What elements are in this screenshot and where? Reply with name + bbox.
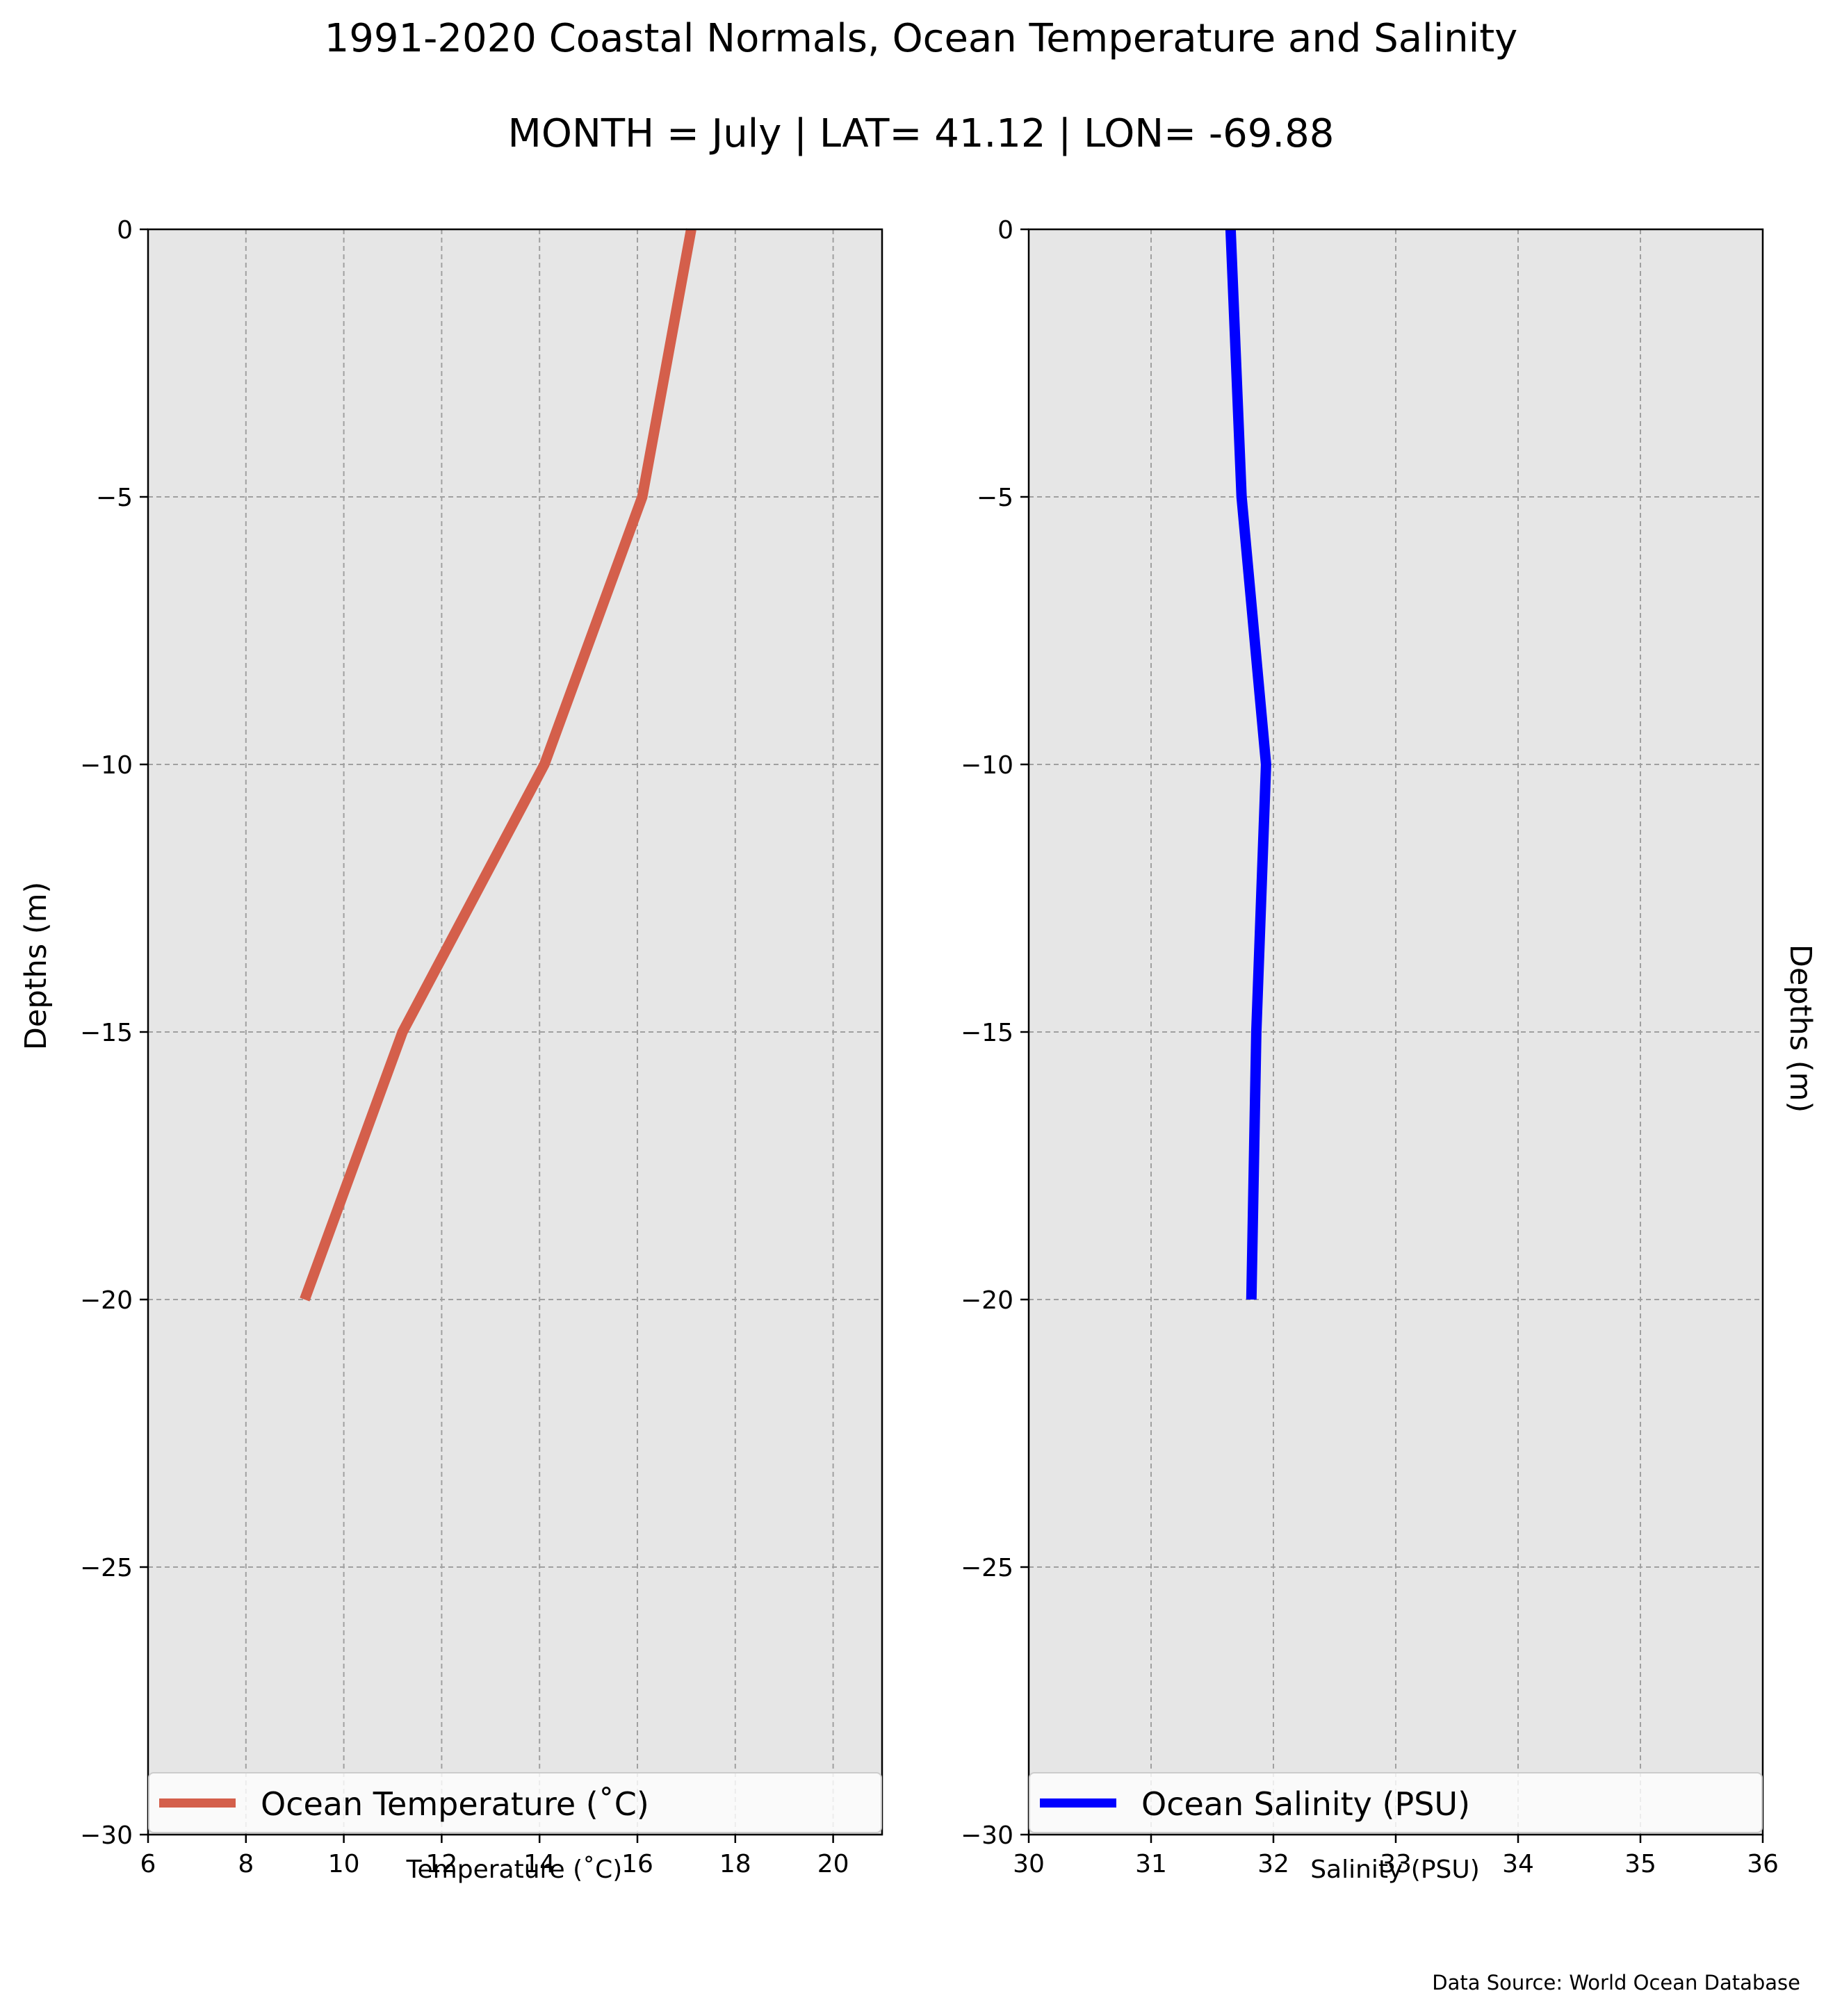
temperature-x-tick-label-6: 6 [140, 1850, 156, 1878]
legend-salinity: Ocean Salinity (PSU) [1029, 1772, 1763, 1833]
salinity-y-tick-label--5: −5 [977, 484, 1013, 512]
legend-label-salinity: Ocean Salinity (PSU) [1141, 1785, 1471, 1823]
temperature-y-tick-label-0: 0 [117, 216, 133, 245]
salinity-y-tick-label--10: −10 [961, 751, 1013, 780]
temperature-y-tick-label--15: −15 [80, 1019, 133, 1047]
salinity-y-tick-label--15: −15 [961, 1019, 1013, 1047]
temperature-x-tick-label-16: 16 [621, 1850, 653, 1878]
legend-temperature: Ocean Temperature (˚C) [148, 1772, 882, 1833]
temperature-y-tick-label--30: −30 [80, 1821, 133, 1850]
data-source-note: Data Source: World Ocean Database [1432, 1971, 1800, 1994]
salinity-x-tick-label-36: 36 [1747, 1850, 1779, 1878]
temperature-y-tick-label--5: −5 [96, 484, 133, 512]
salinity-x-tick-label-33: 33 [1380, 1850, 1412, 1878]
temperature-x-tick-label-8: 8 [238, 1850, 254, 1878]
salinity-y-tick-label--30: −30 [961, 1821, 1013, 1850]
temperature-y-tick-label--10: −10 [80, 751, 133, 780]
temperature-y-tick-label--20: −20 [80, 1286, 133, 1315]
salinity-y-tick-label-0: 0 [997, 216, 1013, 245]
temperature-x-tick-label-18: 18 [719, 1850, 751, 1878]
temperature-y-tick-label--25: −25 [80, 1554, 133, 1582]
chart-subtitle: MONTH = July | LAT= 41.12 | LON= -69.88 [507, 111, 1335, 156]
salinity-x-tick-label-32: 32 [1257, 1850, 1289, 1878]
salinity-y-tick-label--25: −25 [961, 1554, 1013, 1582]
salinity-x-tick-label-31: 31 [1135, 1850, 1167, 1878]
temperature-x-tick-label-20: 20 [817, 1850, 849, 1878]
legend-swatch-temperature [159, 1798, 236, 1808]
y-axis-label-right: Depths (m) [1783, 944, 1818, 1113]
x-axis-label-salinity: Salinity (PSU) [1310, 1855, 1480, 1884]
salinity-x-tick-label-35: 35 [1624, 1850, 1656, 1878]
x-axis-label-temperature: Temperature (˚C) [406, 1855, 623, 1884]
y-axis-label-left: Depths (m) [19, 881, 54, 1051]
temperature-x-tick-label-14: 14 [523, 1850, 555, 1878]
salinity-x-tick-label-30: 30 [1013, 1850, 1045, 1878]
salinity-y-tick-label--20: −20 [961, 1286, 1013, 1315]
chart-title: 1991-2020 Coastal Normals, Ocean Tempera… [324, 16, 1518, 61]
temperature-x-tick-label-12: 12 [425, 1850, 457, 1878]
salinity-x-tick-label-34: 34 [1502, 1850, 1534, 1878]
legend-swatch-salinity [1040, 1798, 1116, 1808]
temperature-x-tick-label-10: 10 [328, 1850, 360, 1878]
legend-label-temperature: Ocean Temperature (˚C) [261, 1785, 649, 1823]
